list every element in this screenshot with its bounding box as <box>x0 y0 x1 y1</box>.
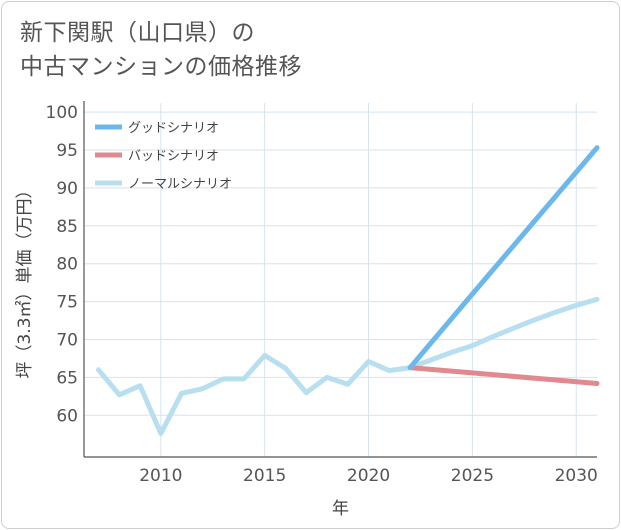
y-tick-70: 70 <box>56 331 78 351</box>
y-tick-90: 90 <box>56 179 78 199</box>
y-tick-labels: 60 65 70 75 80 85 90 95 100 <box>46 103 78 426</box>
y-tick-75: 75 <box>56 293 78 313</box>
x-tick-labels: 2010 2015 2020 2025 2030 <box>139 466 598 486</box>
y-axis-label: 坪（3.3㎡）単価（万円） <box>15 181 35 378</box>
grid-lines <box>84 103 597 457</box>
x-tick-2025: 2025 <box>451 466 494 486</box>
axes <box>83 101 597 458</box>
series-lines <box>96 145 600 436</box>
chart-title-line-2: 中古マンションの価格推移 <box>20 54 302 80</box>
y-tick-95: 95 <box>56 141 78 161</box>
x-tick-2020: 2020 <box>347 466 390 486</box>
legend-label-bad: バッドシナリオ <box>128 149 219 164</box>
series-line-normal <box>96 296 600 436</box>
chart-title: 新下関駅（山口県）の 中古マンションの価格推移 <box>20 16 420 84</box>
legend-label-normal: ノーマルシナリオ <box>128 177 232 192</box>
series-line-good <box>407 145 600 371</box>
x-tick-2015: 2015 <box>243 466 286 486</box>
y-tick-100: 100 <box>46 103 78 123</box>
y-tick-65: 65 <box>56 368 78 388</box>
series-line-bad <box>407 365 600 386</box>
x-tick-2010: 2010 <box>139 466 182 486</box>
x-axis-label: 年 <box>332 499 349 519</box>
x-tick-2030: 2030 <box>555 466 598 486</box>
y-tick-60: 60 <box>56 406 78 426</box>
y-tick-80: 80 <box>56 255 78 275</box>
y-tick-85: 85 <box>56 217 78 237</box>
chart-title-line-1: 新下関駅（山口県）の <box>20 20 255 46</box>
legend-label-good: グッドシナリオ <box>128 121 219 136</box>
